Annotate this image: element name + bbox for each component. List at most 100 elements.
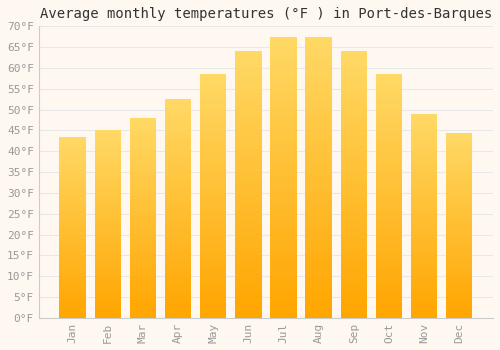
Bar: [235, 296, 262, 299]
Bar: [130, 138, 156, 140]
Bar: [376, 179, 402, 181]
Bar: [200, 147, 226, 150]
Bar: [270, 200, 296, 203]
Bar: [130, 222, 156, 224]
Bar: [376, 235, 402, 238]
Bar: [130, 276, 156, 278]
Bar: [130, 142, 156, 144]
Bar: [200, 108, 226, 111]
Bar: [200, 264, 226, 267]
Bar: [94, 297, 121, 299]
Bar: [130, 256, 156, 258]
Bar: [130, 130, 156, 132]
Bar: [376, 306, 402, 308]
Bar: [165, 250, 191, 252]
Bar: [130, 310, 156, 312]
Bar: [165, 298, 191, 300]
Bar: [200, 262, 226, 264]
Bar: [165, 259, 191, 261]
Bar: [270, 166, 296, 169]
Bar: [94, 309, 121, 310]
Bar: [376, 120, 402, 123]
Bar: [165, 314, 191, 316]
Bar: [270, 239, 296, 242]
Bar: [446, 247, 472, 249]
Bar: [94, 290, 121, 292]
Bar: [60, 198, 86, 200]
Bar: [94, 260, 121, 262]
Bar: [411, 142, 438, 145]
Bar: [94, 177, 121, 179]
Bar: [60, 260, 86, 262]
Bar: [446, 205, 472, 207]
Bar: [306, 180, 332, 183]
Bar: [411, 259, 438, 261]
Bar: [270, 54, 296, 56]
Bar: [306, 281, 332, 284]
Bar: [235, 83, 262, 86]
Bar: [411, 298, 438, 300]
Bar: [235, 289, 262, 291]
Bar: [376, 272, 402, 274]
Bar: [340, 72, 367, 75]
Bar: [60, 178, 86, 180]
Bar: [130, 174, 156, 176]
Bar: [130, 288, 156, 290]
Bar: [94, 265, 121, 267]
Bar: [270, 222, 296, 225]
Bar: [376, 245, 402, 247]
Bar: [270, 251, 296, 253]
Bar: [270, 99, 296, 101]
Bar: [165, 272, 191, 274]
Bar: [446, 223, 472, 225]
Bar: [340, 193, 367, 195]
Bar: [200, 162, 226, 164]
Bar: [446, 190, 472, 192]
Bar: [94, 153, 121, 155]
Bar: [376, 186, 402, 189]
Bar: [270, 208, 296, 211]
Bar: [200, 233, 226, 235]
Bar: [306, 59, 332, 62]
Bar: [235, 131, 262, 134]
Bar: [94, 245, 121, 247]
Bar: [306, 54, 332, 56]
Bar: [446, 188, 472, 190]
Bar: [165, 226, 191, 228]
Bar: [446, 314, 472, 316]
Bar: [200, 84, 226, 86]
Bar: [306, 82, 332, 84]
Bar: [235, 187, 262, 190]
Bar: [411, 243, 438, 244]
Bar: [235, 235, 262, 238]
Bar: [376, 74, 402, 77]
Bar: [270, 265, 296, 267]
Bar: [130, 206, 156, 208]
Bar: [165, 182, 191, 184]
Bar: [340, 238, 367, 240]
Bar: [376, 208, 402, 211]
Bar: [306, 208, 332, 211]
Bar: [411, 138, 438, 140]
Bar: [200, 128, 226, 130]
Bar: [130, 272, 156, 274]
Bar: [200, 257, 226, 259]
Bar: [306, 132, 332, 135]
Bar: [376, 274, 402, 276]
Bar: [60, 213, 86, 215]
Bar: [340, 65, 367, 67]
Bar: [306, 141, 332, 144]
Bar: [235, 265, 262, 267]
Bar: [340, 187, 367, 190]
Bar: [306, 309, 332, 312]
Bar: [165, 125, 191, 128]
Bar: [130, 292, 156, 294]
Bar: [411, 199, 438, 202]
Bar: [376, 230, 402, 233]
Bar: [165, 154, 191, 156]
Bar: [200, 77, 226, 79]
Bar: [60, 314, 86, 316]
Bar: [200, 142, 226, 145]
Bar: [200, 315, 226, 318]
Bar: [130, 236, 156, 238]
